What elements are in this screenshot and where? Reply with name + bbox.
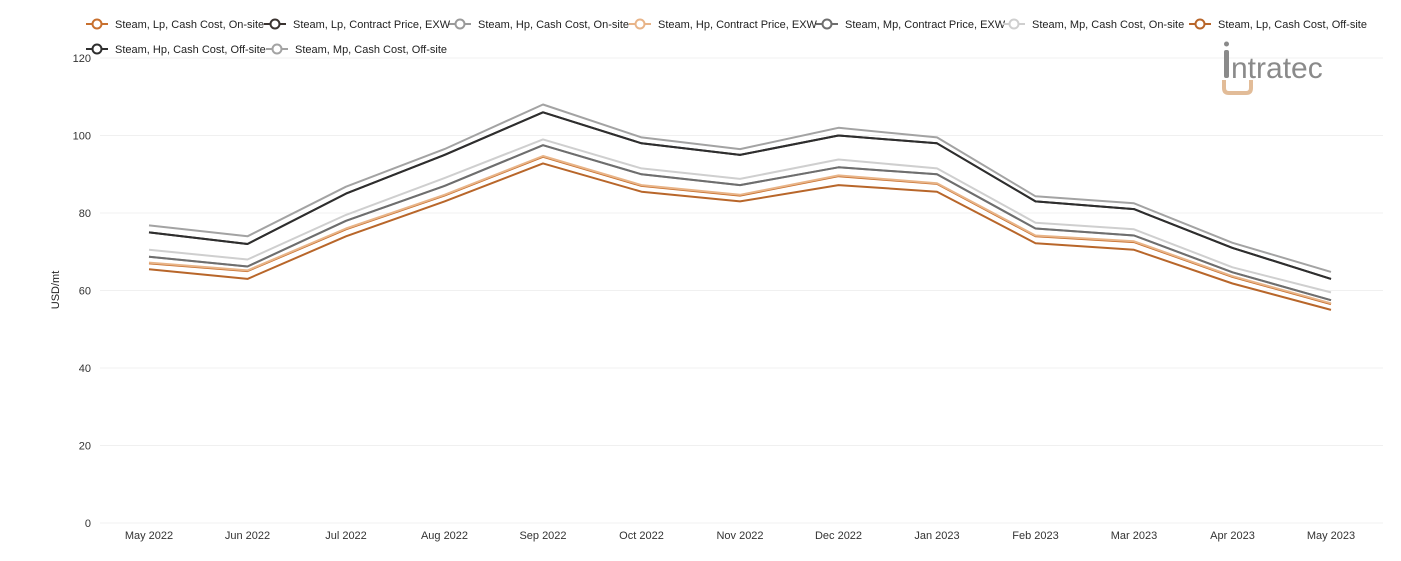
- grid-lines: [100, 57, 1383, 524]
- legend-marker-icon: [1194, 18, 1206, 30]
- x-tick-label: Apr 2023: [1210, 530, 1255, 542]
- x-tick-label: May 2022: [125, 530, 173, 542]
- legend-marker-icon: [454, 18, 466, 30]
- x-tick-label: Sep 2022: [519, 530, 566, 542]
- legend-marker-icon: [91, 43, 103, 55]
- legend-marker-icon: [821, 18, 833, 30]
- legend-label: Steam, Lp, Cash Cost, On-site: [115, 19, 264, 31]
- legend-item[interactable]: Steam, Mp, Contract Price, EXW: [816, 18, 1006, 31]
- series-line: [148, 162, 1332, 311]
- series-line: [148, 144, 1332, 302]
- series-line: [148, 155, 1332, 305]
- x-tick-label: Dec 2022: [815, 530, 862, 542]
- legend-marker-icon: [271, 43, 283, 55]
- legend-marker-icon: [269, 18, 281, 30]
- legend-item[interactable]: Steam, Mp, Cash Cost, On-site: [1003, 18, 1184, 31]
- y-tick-label: 100: [73, 131, 91, 143]
- x-tick-label: Feb 2023: [1012, 530, 1058, 542]
- x-tick-label: Mar 2023: [1111, 530, 1157, 542]
- series-lines: [148, 103, 1332, 311]
- legend-item[interactable]: Steam, Lp, Cash Cost, On-site: [86, 18, 264, 31]
- legend-item[interactable]: Steam, Mp, Cash Cost, Off-site: [266, 43, 447, 56]
- legend-label: Steam, Mp, Cash Cost, On-site: [1032, 19, 1184, 31]
- legend-item[interactable]: Steam, Hp, Cash Cost, On-site: [449, 18, 629, 31]
- x-tick-label: Jul 2022: [325, 530, 367, 542]
- series-line: [148, 144, 1332, 302]
- y-tick-label: 20: [79, 441, 91, 453]
- legend-label: Steam, Lp, Cash Cost, Off-site: [1218, 19, 1367, 31]
- legend-item[interactable]: Steam, Hp, Contract Price, EXW: [629, 18, 818, 31]
- y-axis: 0 20 40 60 80 100 120: [73, 53, 91, 530]
- legend-marker-icon: [634, 18, 646, 30]
- legend-label: Steam, Mp, Cash Cost, Off-site: [295, 44, 447, 56]
- legend-item[interactable]: Steam, Hp, Cash Cost, Off-site: [86, 43, 266, 56]
- legend: Steam, Lp, Cash Cost, On-site Steam, Lp, …: [86, 18, 1367, 56]
- brand-logo: ntratec: [1222, 41, 1323, 95]
- x-tick-label: Nov 2022: [716, 530, 763, 542]
- x-tick-label: May 2023: [1307, 530, 1355, 542]
- x-axis: May 2022 Jun 2022 Jul 2022 Aug 2022 Sep 2022…: [125, 530, 1355, 542]
- legend-label: Steam, Hp, Contract Price, EXW: [658, 19, 818, 31]
- legend-item[interactable]: Steam, Lp, Contract Price, EXW: [264, 18, 451, 31]
- x-tick-label: Oct 2022: [619, 530, 664, 542]
- y-tick-label: 0: [85, 518, 91, 530]
- legend-item[interactable]: Steam, Lp, Cash Cost, Off-site: [1189, 18, 1367, 31]
- y-tick-label: 60: [79, 286, 91, 298]
- x-tick-label: Jan 2023: [914, 530, 959, 542]
- y-tick-label: 120: [73, 53, 91, 65]
- series-line: [148, 111, 1332, 280]
- y-tick-label: 40: [79, 363, 91, 375]
- y-tick-label: 80: [79, 208, 91, 220]
- legend-label: Steam, Mp, Contract Price, EXW: [845, 19, 1006, 31]
- legend-label: Steam, Lp, Contract Price, EXW: [293, 19, 451, 31]
- legend-marker-icon: [1008, 18, 1020, 30]
- series-line: [148, 138, 1332, 294]
- legend-label: Steam, Hp, Cash Cost, Off-site: [115, 44, 266, 56]
- x-tick-label: Jun 2022: [225, 530, 270, 542]
- series-line: [148, 103, 1332, 273]
- legend-label: Steam, Hp, Cash Cost, On-site: [478, 19, 629, 31]
- logo-text: ntratec: [1231, 52, 1323, 85]
- x-tick-label: Aug 2022: [421, 530, 468, 542]
- logo-mark-icon: [1222, 41, 1253, 95]
- y-axis-label: USD/mt: [50, 271, 62, 310]
- legend-marker-icon: [91, 18, 103, 30]
